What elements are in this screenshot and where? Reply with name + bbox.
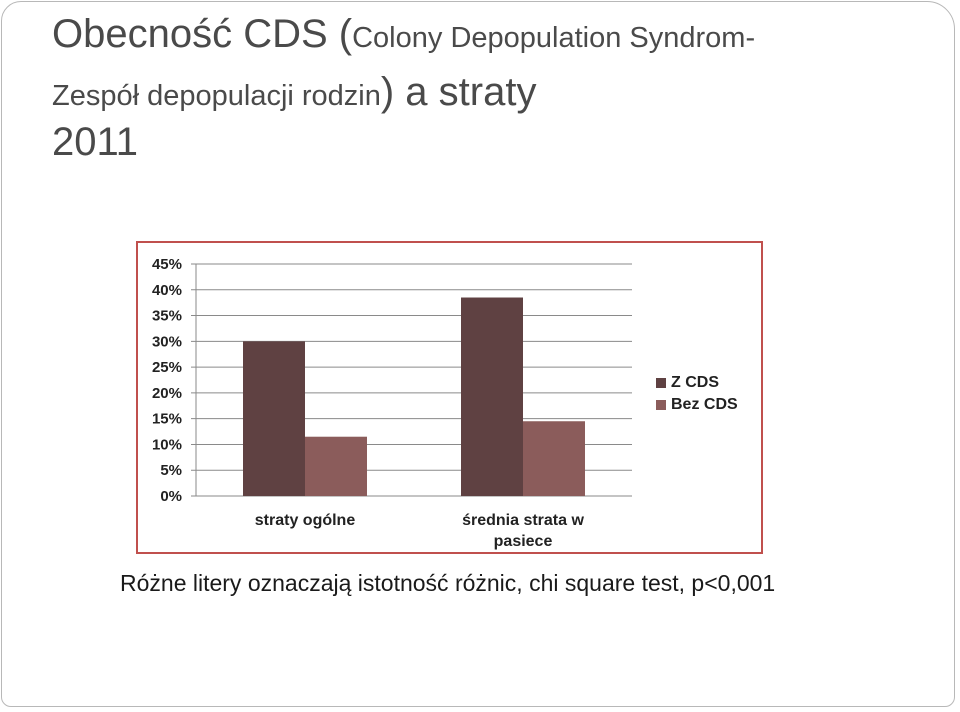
title-text-losses: ) a straty: [380, 70, 537, 114]
title-year: 2011: [52, 120, 139, 164]
y-tick-label: 45%: [152, 256, 182, 273]
title-line-3: 2011: [52, 120, 138, 165]
y-tick-label: 10%: [152, 436, 182, 453]
title-line-1: Obecność CDS (Colony Depopulation Syndro…: [52, 12, 755, 57]
title-text-main: Obecność CDS (: [52, 12, 353, 56]
legend-label: Z CDS: [671, 374, 719, 391]
y-tick-label: 35%: [152, 308, 182, 325]
y-tick-label: 30%: [152, 333, 182, 350]
y-tick-label: 40%: [152, 282, 182, 299]
bar-bez-cds-0: [305, 436, 367, 496]
bar-z-cds-1: [461, 297, 523, 496]
title-text-polish: Zespół depopulacji rodzin: [52, 80, 381, 112]
legend-swatch: [656, 377, 666, 388]
legend-label: Bez CDS: [671, 396, 738, 413]
chart-frame: [136, 241, 763, 554]
category-label: straty ogólne: [255, 512, 356, 529]
legend-item: Z CDS: [656, 374, 738, 396]
title-line-2: Zespół depopulacji rodzin) a straty: [52, 70, 536, 115]
y-tick-label: 25%: [152, 359, 182, 376]
category-label: pasiece: [494, 533, 553, 550]
y-tick-label: 0%: [160, 488, 182, 505]
category-label: średnia strata w: [462, 512, 584, 529]
chart-legend: Z CDS Bez CDS: [656, 374, 738, 418]
y-tick-label: 20%: [152, 385, 182, 402]
bar-bez-cds-1: [523, 421, 585, 496]
title-text-expansion: Colony Depopulation Syndrom-: [352, 22, 756, 54]
y-tick-label: 15%: [152, 411, 182, 428]
y-tick-label: 5%: [160, 462, 182, 479]
legend-swatch: [656, 399, 666, 410]
footnote: Różne litery oznaczają istotność różnic,…: [120, 570, 776, 596]
legend-item: Bez CDS: [656, 396, 738, 418]
bar-z-cds-0: [243, 341, 305, 496]
